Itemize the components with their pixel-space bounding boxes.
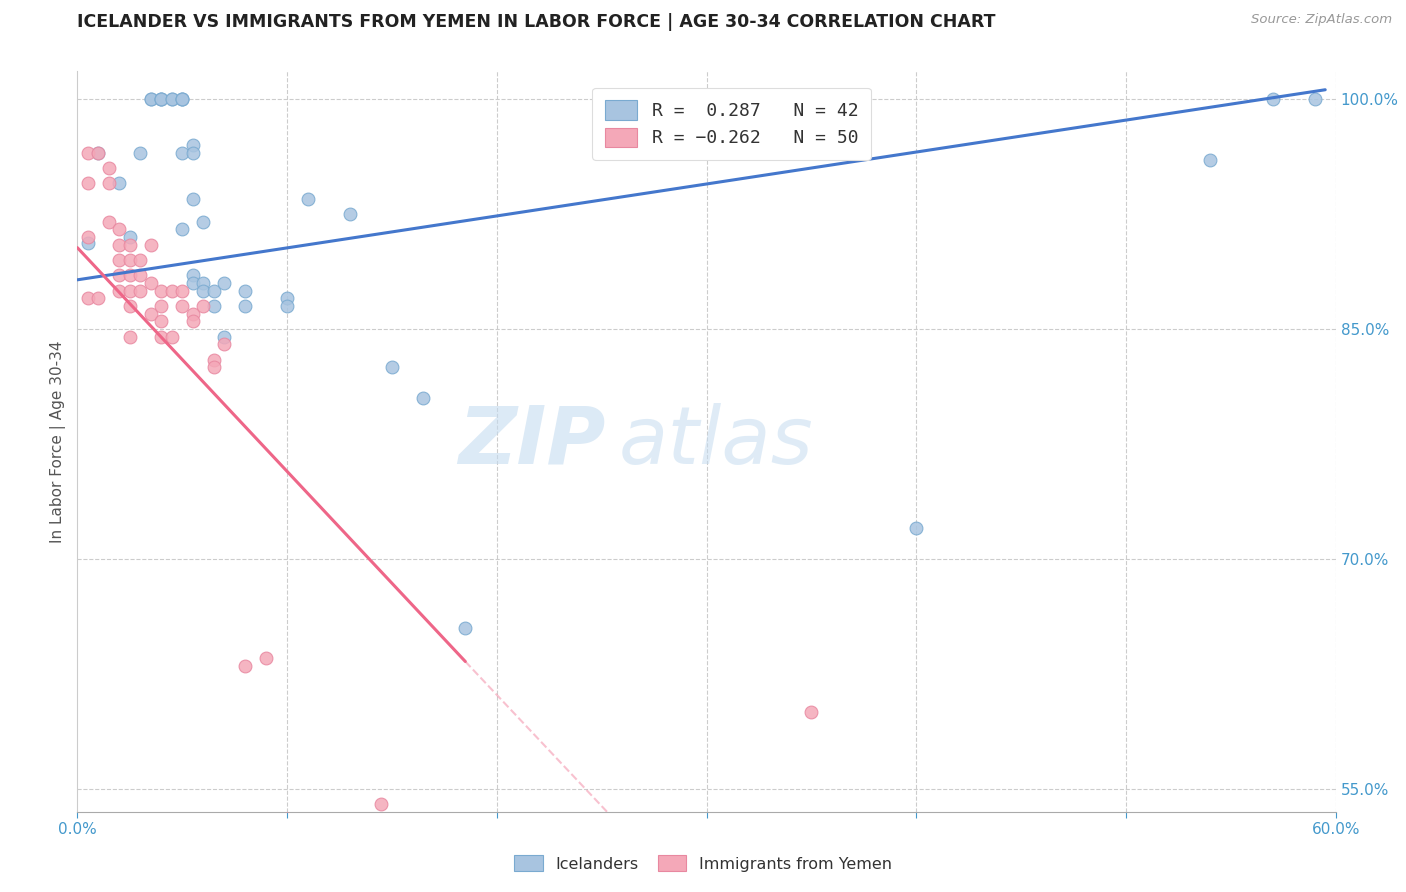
- Point: [233, 284, 256, 298]
- Point: [212, 329, 235, 343]
- Point: [150, 92, 173, 106]
- Point: [172, 92, 194, 106]
- Point: [172, 92, 194, 106]
- Point: [202, 284, 225, 298]
- Point: [172, 222, 194, 236]
- Point: [172, 145, 194, 160]
- Point: [381, 360, 404, 375]
- Point: [150, 329, 173, 343]
- Point: [139, 92, 162, 106]
- Point: [172, 299, 194, 313]
- Point: [160, 92, 183, 106]
- Point: [191, 284, 215, 298]
- Point: [160, 284, 183, 298]
- Point: [181, 276, 204, 290]
- Text: ZIP: ZIP: [458, 402, 606, 481]
- Point: [191, 214, 215, 228]
- Point: [181, 145, 204, 160]
- Point: [87, 145, 110, 160]
- Legend: R =  0.287   N = 42, R = −0.262   N = 50: R = 0.287 N = 42, R = −0.262 N = 50: [592, 87, 872, 160]
- Point: [108, 222, 131, 236]
- Point: [118, 252, 141, 267]
- Point: [76, 176, 98, 190]
- Point: [1199, 153, 1222, 168]
- Point: [76, 235, 98, 250]
- Point: [108, 237, 131, 252]
- Point: [150, 314, 173, 328]
- Point: [87, 291, 110, 305]
- Point: [76, 230, 98, 244]
- Point: [118, 329, 141, 343]
- Point: [118, 230, 141, 244]
- Point: [118, 284, 141, 298]
- Point: [172, 284, 194, 298]
- Point: [76, 145, 98, 160]
- Point: [150, 299, 173, 313]
- Point: [160, 329, 183, 343]
- Point: [181, 307, 204, 321]
- Point: [108, 252, 131, 267]
- Point: [191, 276, 215, 290]
- Point: [202, 360, 225, 375]
- Point: [139, 92, 162, 106]
- Point: [370, 797, 392, 811]
- Point: [129, 284, 152, 298]
- Point: [108, 268, 131, 283]
- Point: [97, 214, 120, 228]
- Point: [97, 176, 120, 190]
- Point: [87, 145, 110, 160]
- Point: [160, 92, 183, 106]
- Point: [191, 299, 215, 313]
- Point: [202, 299, 225, 313]
- Point: [108, 176, 131, 190]
- Point: [212, 276, 235, 290]
- Point: [181, 192, 204, 206]
- Point: [139, 276, 162, 290]
- Point: [233, 299, 256, 313]
- Point: [139, 307, 162, 321]
- Legend: Icelanders, Immigrants from Yemen: Icelanders, Immigrants from Yemen: [506, 847, 900, 880]
- Point: [139, 237, 162, 252]
- Text: ICELANDER VS IMMIGRANTS FROM YEMEN IN LABOR FORCE | AGE 30-34 CORRELATION CHART: ICELANDER VS IMMIGRANTS FROM YEMEN IN LA…: [77, 13, 995, 31]
- Point: [118, 268, 141, 283]
- Point: [129, 268, 152, 283]
- Point: [905, 521, 928, 535]
- Point: [412, 391, 434, 405]
- Point: [1303, 92, 1326, 106]
- Point: [118, 299, 141, 313]
- Point: [339, 207, 361, 221]
- Point: [212, 337, 235, 351]
- Text: Source: ZipAtlas.com: Source: ZipAtlas.com: [1251, 13, 1392, 27]
- Y-axis label: In Labor Force | Age 30-34: In Labor Force | Age 30-34: [51, 340, 66, 543]
- Point: [150, 284, 173, 298]
- Point: [172, 92, 194, 106]
- Point: [129, 145, 152, 160]
- Point: [454, 621, 477, 635]
- Point: [800, 705, 823, 719]
- Point: [129, 252, 152, 267]
- Point: [202, 352, 225, 367]
- Point: [150, 92, 173, 106]
- Point: [181, 268, 204, 283]
- Point: [233, 659, 256, 673]
- Point: [181, 137, 204, 152]
- Point: [181, 314, 204, 328]
- Point: [276, 813, 298, 827]
- Point: [150, 92, 173, 106]
- Point: [97, 161, 120, 175]
- Point: [76, 291, 98, 305]
- Text: atlas: atlas: [619, 402, 813, 481]
- Point: [118, 237, 141, 252]
- Point: [276, 291, 298, 305]
- Point: [254, 651, 277, 665]
- Point: [108, 284, 131, 298]
- Point: [1261, 92, 1284, 106]
- Point: [276, 299, 298, 313]
- Point: [318, 828, 340, 842]
- Point: [297, 192, 319, 206]
